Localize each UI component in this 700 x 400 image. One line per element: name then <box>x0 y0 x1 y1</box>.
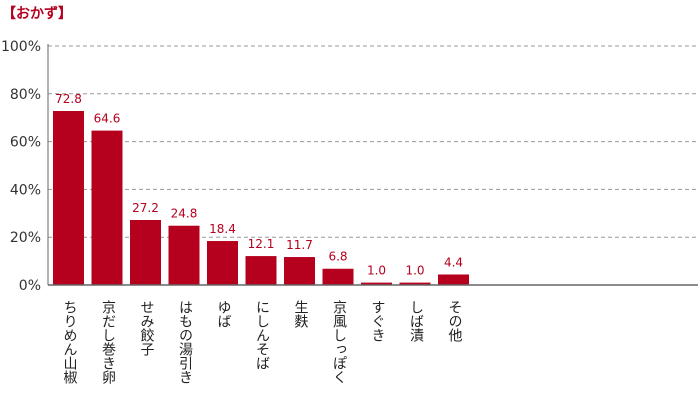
category-label: 京風しっぽく <box>331 300 347 384</box>
value-label: 1.0 <box>367 264 386 278</box>
y-axis-tick-labels: 0% 20% 40% 60% 80% 100% <box>1 39 41 294</box>
value-label: 24.8 <box>171 207 198 221</box>
gridlines <box>48 45 698 238</box>
bar <box>399 282 431 285</box>
bar <box>168 225 200 285</box>
category-label: 生麩 <box>293 300 309 328</box>
bar <box>91 130 123 285</box>
value-label: 18.4 <box>209 222 236 236</box>
value-label: 1.0 <box>405 264 424 278</box>
value-label: 64.6 <box>94 112 121 126</box>
category-label: ちりめん山椒 <box>62 300 78 385</box>
value-label: 6.8 <box>328 250 347 264</box>
bar <box>245 256 277 285</box>
y-tick-label: 100% <box>1 39 41 55</box>
category-label: 京だし巻き卵 <box>100 300 116 384</box>
category-label: せみ餃子 <box>139 300 155 356</box>
category-label: しば漬 <box>408 300 424 342</box>
category-label: にしんそば <box>254 300 270 370</box>
category-label: すぐき <box>370 300 386 342</box>
bars <box>53 111 469 286</box>
value-label: 11.7 <box>286 238 313 252</box>
category-label: はもの湯引き <box>177 300 193 384</box>
y-tick-label: 20% <box>10 230 41 246</box>
y-tick-label: 40% <box>10 182 41 198</box>
chart-title: 【おかず】 <box>2 5 72 22</box>
value-label: 72.8 <box>55 92 82 106</box>
y-tick-label: 0% <box>19 278 41 294</box>
category-labels: ちりめん山椒 京だし巻き卵 せみ餃子 はもの湯引き ゆば にしんそば 生麩 京風しっぽく すぐき… <box>62 300 463 385</box>
bar <box>322 268 354 285</box>
value-label: 27.2 <box>132 201 159 215</box>
y-tick-label: 80% <box>10 87 41 103</box>
bar <box>361 282 392 285</box>
value-labels: 72.8 64.6 27.2 24.8 18.4 12.1 11.7 6.8 1.0 1.0 4.4 <box>55 92 463 278</box>
value-label: 4.4 <box>444 255 463 269</box>
y-tick-label: 60% <box>10 135 41 151</box>
bar <box>207 241 238 285</box>
bar <box>438 274 469 285</box>
bar <box>284 257 315 285</box>
bar <box>53 111 84 286</box>
value-label: 12.1 <box>248 237 275 251</box>
category-label: その他 <box>447 300 463 343</box>
category-label: ゆば <box>216 300 232 328</box>
bar <box>130 219 161 285</box>
